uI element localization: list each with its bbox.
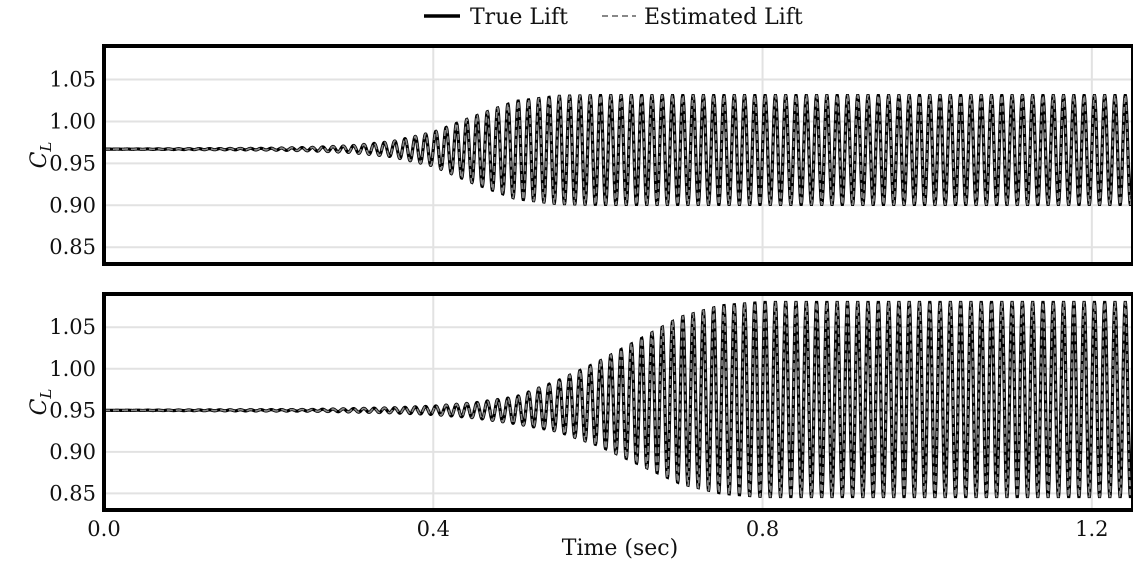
top-panel-ylabel: CL (27, 142, 55, 169)
legend: True Lift Estimated Lift (424, 5, 803, 30)
y-tick-label: 0.90 (49, 440, 96, 464)
top-ylabel-sub: L (37, 142, 55, 153)
y-tick-label: 0.85 (49, 481, 96, 505)
top-lift-panel: 0.85 0.90 0.95 1.00 1.05 CL (27, 44, 1133, 266)
top-panel-frame (102, 44, 1133, 266)
x-tick-label: 0.4 (417, 517, 450, 541)
bottom-lift-panel: 0.85 0.90 0.95 1.00 1.05 0.0 0.4 0.8 1.2 CL Tim… (27, 292, 1133, 561)
estimated-lift-line (104, 94, 1133, 206)
top-panel-series (104, 93, 1133, 206)
x-tick-label: 1.2 (1075, 517, 1108, 541)
y-tick-label: 0.95 (49, 151, 96, 175)
bottom-panel-x-ticks: 0.0 0.4 0.8 1.2 (87, 517, 1108, 541)
bottom-panel-frame (102, 292, 1133, 512)
y-tick-label: 1.05 (49, 315, 96, 339)
bottom-panel-series (104, 300, 1133, 499)
legend-estimated-lift-label: Estimated Lift (644, 5, 803, 30)
y-tick-label: 1.00 (49, 357, 96, 381)
y-tick-label: 0.95 (49, 398, 96, 422)
y-tick-label: 0.85 (49, 235, 96, 259)
estimated-lift-line (104, 301, 1133, 498)
y-tick-label: 1.00 (49, 109, 96, 133)
x-tick-label: 0.8 (746, 517, 779, 541)
y-tick-label: 0.90 (49, 193, 96, 217)
legend-true-lift-label: True Lift (470, 5, 568, 30)
bottom-ylabel-main: C (27, 398, 52, 415)
y-tick-label: 1.05 (49, 68, 96, 92)
top-panel-y-ticks: 0.85 0.90 0.95 1.00 1.05 (49, 68, 96, 260)
x-axis-label: Time (sec) (562, 536, 678, 561)
bottom-ylabel-sub: L (37, 389, 55, 400)
bottom-panel-ylabel: CL (27, 389, 55, 416)
x-tick-label: 0.0 (87, 517, 120, 541)
top-ylabel-main: C (27, 151, 52, 168)
bottom-panel-y-ticks: 0.85 0.90 0.95 1.00 1.05 (49, 315, 96, 505)
